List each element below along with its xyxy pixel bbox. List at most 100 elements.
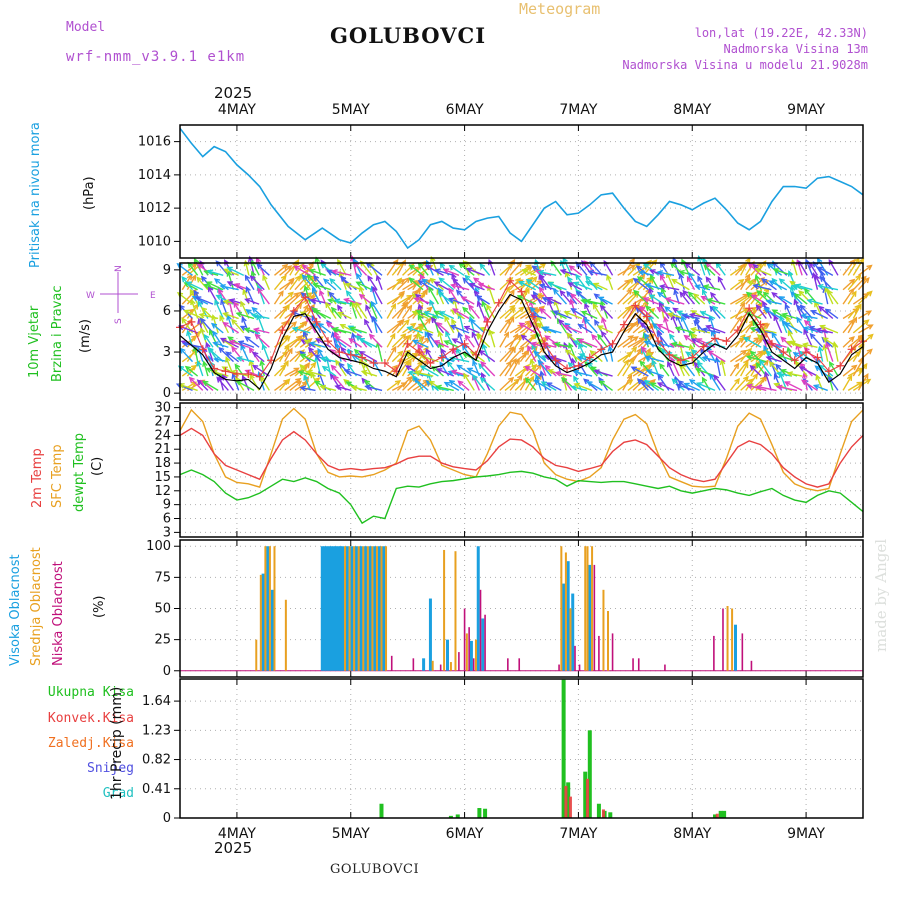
wind-arrow-head bbox=[667, 312, 674, 318]
wind-arrow bbox=[766, 300, 782, 305]
wind-arrow bbox=[627, 263, 641, 276]
cloud-bar bbox=[422, 658, 426, 671]
wind-arrow bbox=[417, 289, 428, 305]
wind-arrow-head bbox=[693, 319, 700, 327]
wind-arrow bbox=[672, 257, 680, 276]
wind-arrow bbox=[682, 290, 696, 305]
wind-arrow bbox=[745, 350, 763, 363]
wind-arrow bbox=[590, 350, 603, 363]
wind-gust-marker bbox=[323, 337, 332, 346]
y-tick-label: 6 bbox=[163, 512, 171, 527]
wind-arrow-head bbox=[214, 298, 220, 306]
wind-arrow bbox=[332, 332, 337, 348]
wind-gust-marker bbox=[335, 348, 344, 357]
wind-arrow bbox=[761, 278, 777, 291]
wind-arrow-head bbox=[796, 316, 802, 323]
wind-arrow-head bbox=[306, 338, 313, 344]
wind-arrow-head bbox=[743, 361, 749, 369]
wind-arrow-head bbox=[768, 360, 775, 368]
wind-arrow-head bbox=[304, 362, 311, 369]
wind-arrow-head bbox=[656, 331, 663, 338]
wind-arrow bbox=[811, 310, 829, 320]
wind-arrow bbox=[212, 370, 229, 377]
wind-arrow-head bbox=[636, 276, 644, 282]
wind-arrow bbox=[462, 307, 475, 319]
wind-arrow-head bbox=[674, 326, 682, 332]
wind-arrow-head bbox=[339, 276, 347, 283]
wind-arrow bbox=[729, 265, 744, 276]
wind-arrow bbox=[729, 363, 739, 377]
panel-frame-1 bbox=[179, 124, 864, 259]
cloud-bar bbox=[344, 546, 347, 671]
wind-arrow-head bbox=[756, 333, 763, 340]
wind-arrow-head bbox=[775, 371, 783, 377]
wind-arrow-head bbox=[220, 298, 226, 306]
wind-arrow bbox=[353, 258, 363, 276]
wind-arrow bbox=[273, 364, 286, 377]
wind-arrow-head bbox=[509, 307, 516, 314]
wind-arrow bbox=[818, 266, 834, 276]
wind-arrow bbox=[369, 334, 383, 348]
wind-arrow-head bbox=[430, 316, 437, 324]
wind-arrow bbox=[756, 304, 767, 319]
y-tick-label: 24 bbox=[154, 428, 171, 443]
wind-arrow-head bbox=[450, 283, 457, 289]
wind-arrow bbox=[652, 323, 665, 334]
cloud-bar bbox=[578, 664, 581, 671]
wind-arrow bbox=[396, 319, 410, 334]
wind-arrow-head bbox=[544, 335, 551, 341]
wind-arrow-head bbox=[227, 336, 234, 342]
wind-gust-marker bbox=[767, 339, 776, 348]
wind-arrow bbox=[416, 310, 434, 320]
wind-gust-marker bbox=[346, 350, 355, 359]
wind-arrow-head bbox=[567, 361, 574, 368]
wind-arrow bbox=[449, 380, 465, 391]
wind-arrow bbox=[531, 314, 547, 320]
wind-arrow-head bbox=[642, 297, 650, 303]
wind-arrow bbox=[681, 316, 691, 334]
cloud-bar bbox=[664, 664, 666, 671]
wind-arrow bbox=[745, 291, 757, 305]
wind-arrow-head bbox=[448, 264, 455, 271]
wind-arrow-head bbox=[399, 290, 406, 297]
wind-arrow-head bbox=[334, 335, 341, 342]
wind-arrow bbox=[252, 351, 265, 363]
wind-arrow-head bbox=[545, 382, 553, 388]
wind-arrow-head bbox=[364, 384, 371, 391]
wind-arrow-head bbox=[633, 289, 640, 296]
date-label-bottom: 8MAY bbox=[673, 826, 711, 842]
wind-arrow-head bbox=[463, 325, 470, 332]
wind-arrow bbox=[289, 275, 301, 291]
wind-arrow-head bbox=[780, 368, 787, 375]
y-tick-label: 1010 bbox=[138, 234, 171, 249]
wind-arrow bbox=[183, 342, 203, 348]
wind-arrow bbox=[555, 372, 572, 377]
wind-arrow-head bbox=[365, 304, 371, 311]
wind-arrow bbox=[509, 261, 522, 276]
wind-arrow bbox=[681, 359, 696, 377]
wind-arrow-head bbox=[213, 356, 220, 363]
wind-arrow-head bbox=[765, 349, 772, 357]
cloud-bar bbox=[273, 546, 276, 671]
wind-gust-marker bbox=[779, 348, 788, 357]
wind-arrow bbox=[588, 271, 608, 277]
wind-arrow bbox=[680, 363, 690, 377]
wind-arrow-head bbox=[540, 381, 548, 387]
wind-arrow bbox=[810, 333, 824, 348]
wind-arrow bbox=[254, 328, 270, 334]
wind-arrow bbox=[533, 351, 547, 363]
wind-arrow-head bbox=[680, 315, 687, 322]
wind-arrow bbox=[645, 305, 660, 319]
wind-arrow bbox=[686, 276, 696, 291]
wind-arrow bbox=[509, 333, 519, 348]
wind-gust-marker bbox=[540, 339, 549, 348]
wind-arrow-head bbox=[417, 343, 423, 350]
wind-arrow-head bbox=[657, 374, 664, 381]
wind-arrow bbox=[642, 348, 651, 362]
wind-arrow-head bbox=[763, 323, 771, 329]
wind-arrow bbox=[784, 322, 803, 334]
wind-arrow-head bbox=[196, 276, 203, 283]
wind-arrow-head bbox=[428, 380, 435, 387]
wind-arrow-head bbox=[189, 288, 195, 296]
wind-arrow bbox=[227, 266, 245, 276]
